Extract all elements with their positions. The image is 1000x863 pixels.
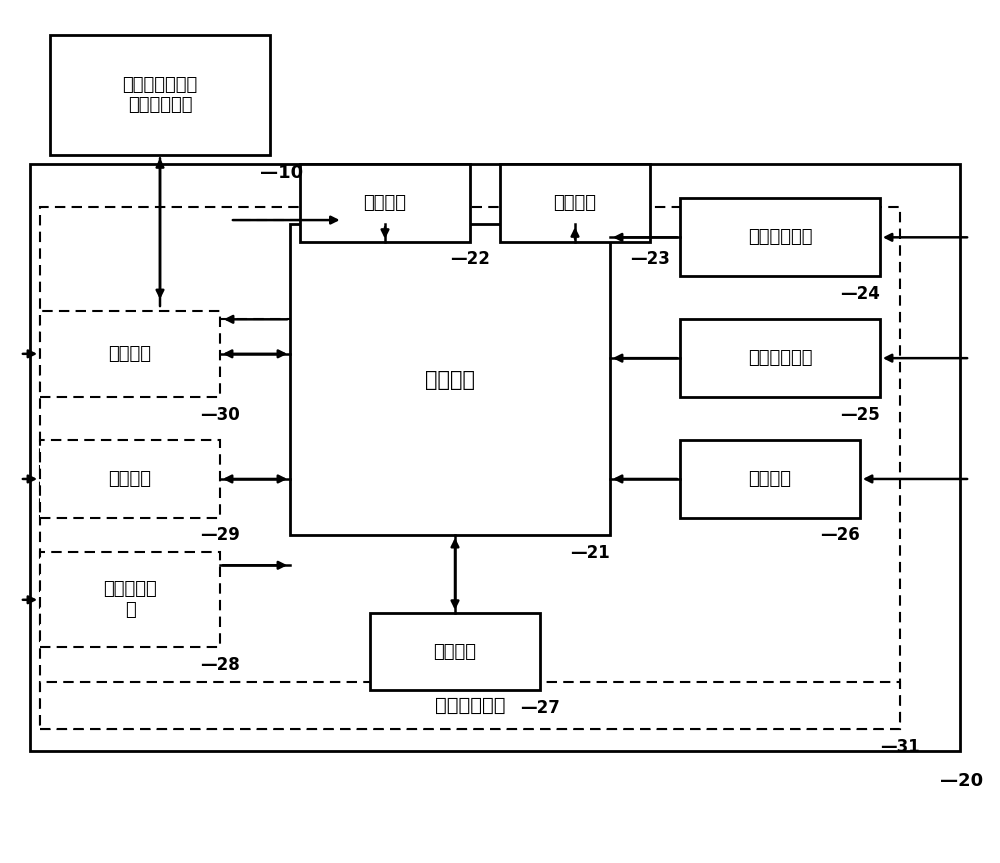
Bar <box>30 164 960 751</box>
Bar <box>40 682 900 729</box>
Text: 门磁检测模块: 门磁检测模块 <box>748 350 812 367</box>
Text: 按键模块: 按键模块 <box>554 194 596 211</box>
Text: —22: —22 <box>450 250 490 268</box>
Bar <box>500 164 650 242</box>
Text: 通信模块: 通信模块 <box>108 345 152 362</box>
Bar <box>680 198 880 276</box>
Text: 存儲模块: 存儲模块 <box>434 643 477 660</box>
Bar <box>290 224 610 535</box>
Text: —30: —30 <box>200 406 240 424</box>
Text: —23: —23 <box>630 250 670 268</box>
Bar <box>40 440 220 518</box>
Text: —25: —25 <box>840 406 880 424</box>
Text: 定位模块: 定位模块 <box>108 470 152 488</box>
Bar <box>50 35 270 155</box>
Bar <box>40 311 220 397</box>
Text: —24: —24 <box>840 285 880 303</box>
Bar <box>40 207 900 729</box>
Text: 电压监测模
块: 电压监测模 块 <box>103 581 157 619</box>
Text: —20: —20 <box>940 772 983 791</box>
Bar <box>300 164 470 242</box>
Bar <box>40 552 220 647</box>
Text: —28: —28 <box>200 656 240 674</box>
Text: —10: —10 <box>260 164 303 182</box>
Text: —27: —27 <box>520 699 560 717</box>
Text: —21: —21 <box>570 544 610 562</box>
Text: 冷链监测平台、
数据采集设备: 冷链监测平台、 数据采集设备 <box>122 76 198 114</box>
Text: 显示模块: 显示模块 <box>364 194 406 211</box>
Text: 时钟模块: 时钟模块 <box>748 470 792 488</box>
Bar <box>680 319 880 397</box>
Bar <box>680 440 860 518</box>
Text: —31: —31 <box>880 738 920 756</box>
Text: —29: —29 <box>200 526 240 545</box>
Text: 主控模块: 主控模块 <box>425 369 475 390</box>
Bar <box>370 613 540 690</box>
Text: 感知传感模块: 感知传感模块 <box>748 229 812 246</box>
Text: 电源管理模块: 电源管理模块 <box>435 696 505 715</box>
Text: —26: —26 <box>820 526 860 545</box>
